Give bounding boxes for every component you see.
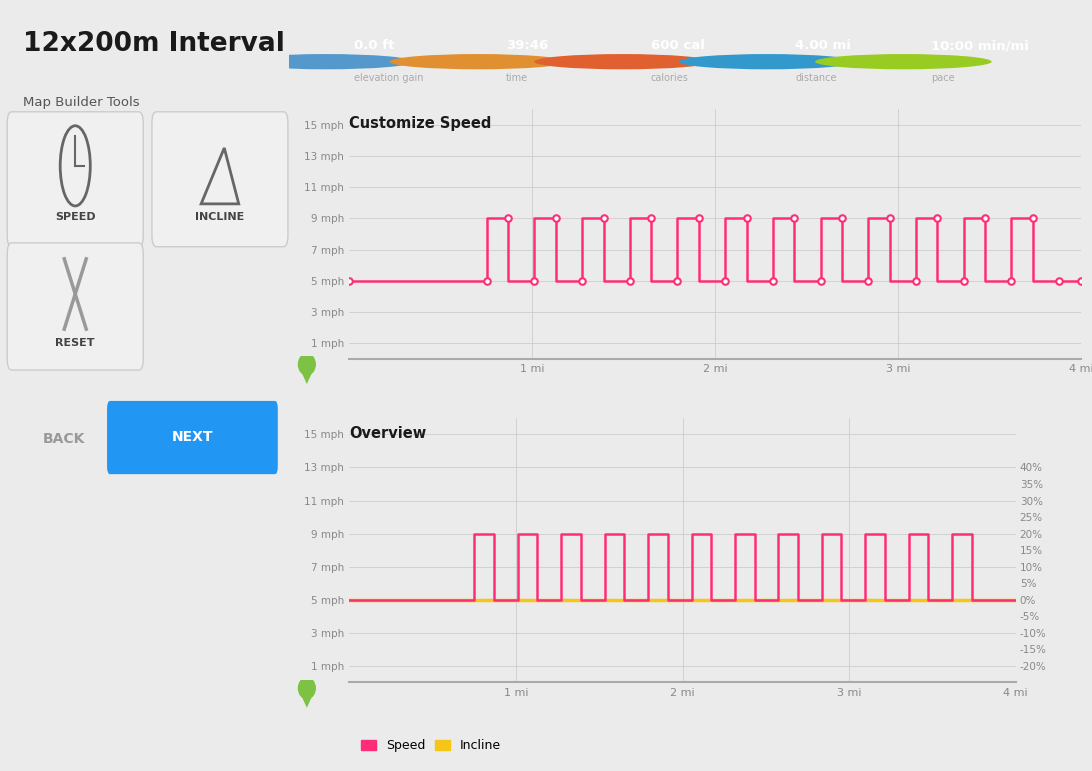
Point (1072, 274, 1090, 287)
Circle shape (534, 54, 711, 69)
Text: NEXT: NEXT (171, 430, 213, 444)
Text: 600 cal: 600 cal (651, 39, 704, 52)
Point (859, 274, 877, 287)
Point (621, 274, 639, 287)
Circle shape (298, 353, 316, 375)
Point (525, 274, 543, 287)
Polygon shape (301, 696, 312, 708)
Legend: Speed, Incline: Speed, Incline (356, 734, 507, 757)
Point (1002, 274, 1020, 287)
FancyBboxPatch shape (107, 401, 277, 474)
Circle shape (390, 54, 567, 69)
Point (595, 212, 613, 224)
Point (668, 274, 686, 287)
Text: distance: distance (795, 72, 836, 82)
Text: 4.00 mi: 4.00 mi (795, 39, 851, 52)
Circle shape (237, 54, 414, 69)
Point (811, 274, 829, 287)
FancyBboxPatch shape (152, 112, 288, 247)
Point (716, 274, 734, 287)
Point (1051, 274, 1068, 287)
FancyBboxPatch shape (8, 243, 143, 370)
Point (547, 212, 565, 224)
Point (499, 212, 517, 224)
Point (764, 274, 782, 287)
Circle shape (298, 677, 316, 699)
Point (478, 274, 496, 287)
Text: Overview: Overview (349, 426, 427, 440)
Text: Customize Speed: Customize Speed (349, 116, 491, 130)
Circle shape (678, 54, 855, 69)
Text: elevation gain: elevation gain (354, 72, 423, 82)
Point (690, 212, 708, 224)
Text: RESET: RESET (56, 338, 95, 348)
Point (1024, 212, 1042, 224)
Text: BACK: BACK (43, 433, 85, 446)
Text: 10:00 min/mi: 10:00 min/mi (931, 39, 1030, 52)
Point (341, 274, 358, 287)
Text: calories: calories (651, 72, 688, 82)
Text: SPEED: SPEED (55, 212, 96, 222)
Polygon shape (301, 372, 312, 384)
Circle shape (815, 54, 992, 69)
Point (976, 212, 994, 224)
FancyBboxPatch shape (8, 112, 143, 247)
Point (785, 212, 803, 224)
Point (642, 212, 660, 224)
Text: 0.0 ft: 0.0 ft (354, 39, 394, 52)
Text: 39:46: 39:46 (506, 39, 548, 52)
Text: 12x200m Interval: 12x200m Interval (23, 31, 285, 57)
Text: Map Builder Tools: Map Builder Tools (23, 96, 140, 109)
Point (881, 212, 899, 224)
Text: time: time (506, 72, 529, 82)
Point (738, 212, 756, 224)
Point (907, 274, 925, 287)
Point (928, 212, 946, 224)
Point (833, 212, 851, 224)
Text: INCLINE: INCLINE (195, 212, 245, 222)
Text: pace: pace (931, 72, 956, 82)
Point (956, 274, 973, 287)
Point (573, 274, 591, 287)
